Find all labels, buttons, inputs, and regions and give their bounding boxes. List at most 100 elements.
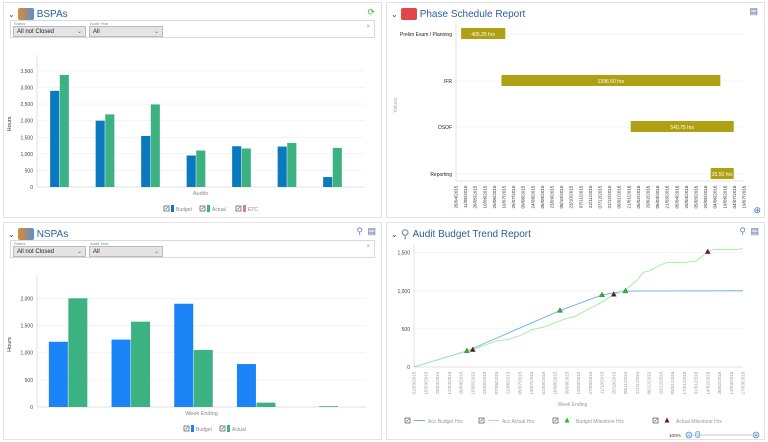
x-tick-label: 26/04/2015 [459,371,464,394]
legend-checkbox[interactable] [552,417,559,424]
x-tick-label: 25/07/2015 [511,185,516,208]
chevron-down-icon: ⌄ [76,249,82,255]
panel-title: Audit Budget Trend Report [412,228,531,240]
x-tick-label: 05/04/2016 [674,185,679,208]
x-tick-label: 27/03/2016 [741,371,746,394]
x-tick-label: 11/10/2015 [600,371,605,394]
folder-icon [400,8,417,20]
audit-year-value: All [93,29,100,35]
search-icon[interactable]: ⚲ [739,226,746,236]
panel-title: BSPAs [36,8,68,20]
x-tick-label: 17/01/2016 [682,371,687,394]
collapse-chevron-icon[interactable]: ⌄ [8,229,15,239]
audit-year-label: Audit Year [90,241,109,246]
collapse-chevron-icon[interactable]: ⌄ [391,9,398,19]
legend-checkbox[interactable] [219,425,226,432]
nspas-chart: 0 500 1,000 1,500 2,000 Hours Week Ending ✓ Budg… [7,276,366,433]
chevron-down-icon: ⌄ [76,29,82,35]
x-tick-label: 07/06/2015 [494,371,499,394]
legend-checkbox[interactable] [199,205,206,212]
x-tick-label: 24/05/2015 [482,371,487,394]
audit-year-select[interactable]: All ⌄ [89,26,163,37]
x-axis-title: Week Ending [185,411,218,417]
status-select[interactable]: All not Closed ⌄ [13,26,86,37]
bar-label: 405.25 hrs [471,32,495,38]
panel-title: Phase Schedule Report [419,8,526,20]
legend-checkbox[interactable] [652,417,659,424]
bar-budget [236,364,256,407]
x-tick-label: 26/04/2015 [454,185,459,208]
x-tick-label: 05/05/2016 [694,185,699,208]
y-tick-label: 1,000 [397,289,410,295]
status-select[interactable]: All not Closed ⌄ [13,246,86,257]
x-tick-label: 02/08/2015 [541,371,546,394]
legend-swatch [243,205,246,212]
x-tick-label: 13/03/2016 [729,371,734,394]
x-tick-label: 24/08/2015 [530,185,535,208]
clear-filter-icon[interactable]: × [366,244,370,250]
legend-checkbox[interactable] [163,205,170,212]
bar-actual [256,402,276,407]
check-icon: ✓ [237,206,241,212]
x-tick-label: 13/09/2015 [576,371,581,394]
zoom-out-button[interactable] [685,431,693,439]
bar-actual [319,406,339,407]
legend-label: Actual [232,427,246,433]
bspas-panel: ⌄ BSPAs ⟳ Status All not Closed ⌄ Audit Y… [3,2,382,218]
audit-year-select[interactable]: All ⌄ [89,246,163,257]
bar-actual [241,148,251,187]
search-icon[interactable]: ⚲ [356,226,363,236]
phase-bar[interactable] [710,168,734,179]
legend-label: Budget [196,427,212,433]
bar-budget [174,303,194,407]
x-tick-label: 09/08/2015 [521,185,526,208]
table-view-icon[interactable]: ▤ [749,6,758,16]
actual-milestone-marker [704,248,711,254]
collapse-chevron-icon[interactable]: ⌄ [391,229,398,239]
trend-panel: ⌄ ⚲ Audit Budget Trend Report ⚲ ▤ 0 500 1,… [386,222,765,440]
bar-budget [186,155,196,187]
bar-actual [332,147,342,187]
x-tick-label: 25/06/2015 [492,185,497,208]
y-tick-label: 2,500 [20,102,33,108]
phase-bar[interactable] [501,75,721,86]
x-tick-label: 14/02/2016 [705,371,710,394]
table-view-icon[interactable]: ▤ [750,226,759,236]
x-tick-label: 05/07/2015 [517,371,522,394]
bar-budget [277,146,287,187]
bar-budget [111,339,131,407]
x-tick-label: 10/06/2015 [482,185,487,208]
legend-swatch [564,417,570,423]
audit-year-value: All [93,249,100,255]
phase-bar[interactable] [630,121,734,132]
x-tick-label: 06/03/2016 [655,185,660,208]
legend-label: Budget Milestone Hrs [576,419,624,425]
x-tick-label: 04/06/2016 [713,185,718,208]
category-label: DSOF [438,125,452,131]
trend-chart: 0 500 1,000 1,500 01/03/2015 15/03/2015 29/03/… [397,245,760,439]
x-tick-label: 07/11/2015 [578,185,583,208]
y-tick-label: 0 [407,365,410,371]
x-tick-label: 10/05/2015 [470,371,475,394]
legend-label: ETC [248,207,258,213]
zoom-in-button[interactable] [752,431,760,439]
table-view-icon[interactable]: ▤ [367,226,376,236]
legend-checkbox[interactable] [404,417,411,424]
zoom-slider-handle[interactable] [695,431,700,438]
x-tick-label: 05/02/2016 [636,185,641,208]
zoom-in-icon[interactable]: ⊕ [753,205,761,215]
x-tick-label: 31/01/2016 [694,371,699,394]
x-tick-label: 11/05/2015 [463,185,468,208]
bar-budget [95,120,105,187]
legend-checkbox[interactable] [183,425,190,432]
phase-bar[interactable] [461,28,506,39]
x-tick-label: 22/11/2015 [588,185,593,208]
collapse-chevron-icon[interactable]: ⌄ [8,9,15,19]
clear-filter-icon[interactable]: × [366,24,370,30]
x-tick-label: 19/07/2016 [742,185,747,208]
y-tick-label: 2,000 [20,296,33,302]
legend-checkbox[interactable] [235,205,242,212]
bar-actual [193,349,213,407]
refresh-icon[interactable]: ⟳ [367,7,375,17]
legend-checkbox[interactable] [478,417,485,424]
